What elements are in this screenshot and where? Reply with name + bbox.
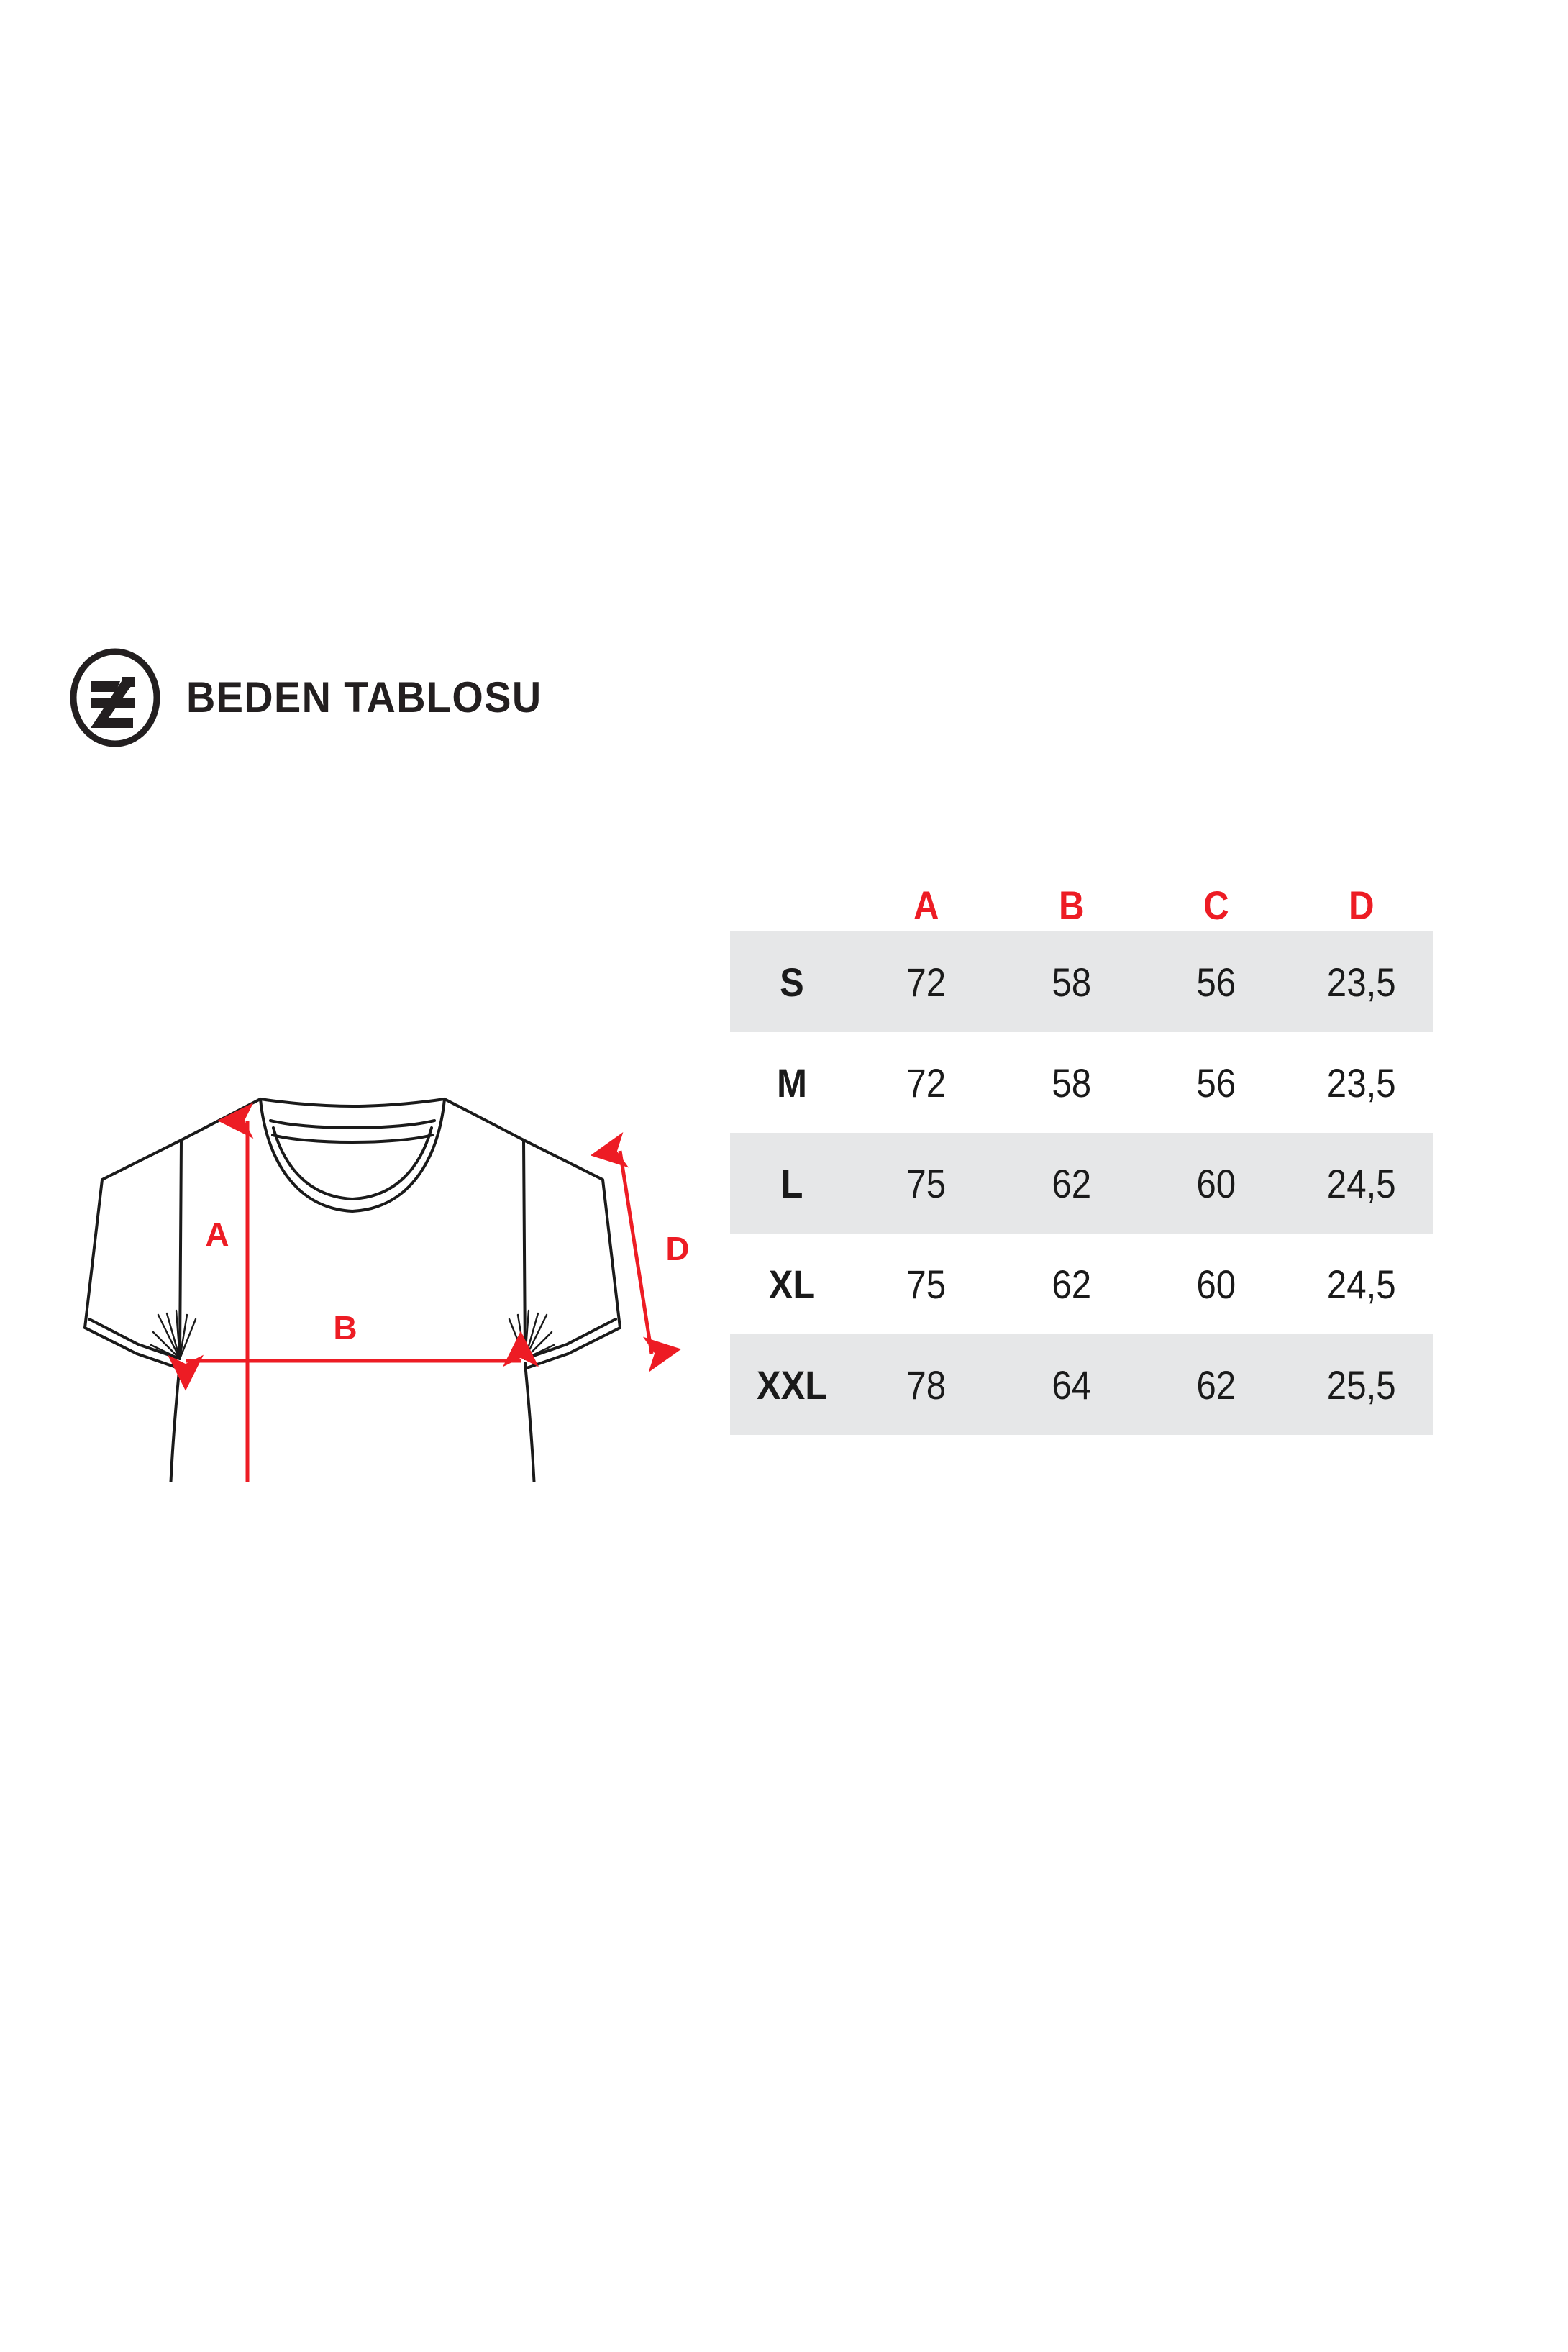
cell-size: S xyxy=(780,959,804,1005)
cell-d: 25,5 xyxy=(1326,1362,1396,1408)
measure-arrow-d xyxy=(590,1132,682,1372)
cell-c: 56 xyxy=(1196,959,1236,1005)
brand-header: BEDEN TABLOSU xyxy=(68,647,569,748)
cell-a: 72 xyxy=(906,959,947,1005)
cell-b: 58 xyxy=(1051,1059,1091,1106)
cell-d: 24,5 xyxy=(1326,1160,1396,1206)
cell-b: 58 xyxy=(1051,959,1091,1005)
measure-label-a: A xyxy=(205,1216,229,1253)
cell-size: M xyxy=(777,1059,807,1106)
table-header-cell-b: B xyxy=(1058,883,1085,928)
cell-a: 75 xyxy=(906,1261,947,1307)
size-table: A B C D S 72 58 56 23,5 M 72 58 56 23,5 … xyxy=(730,863,1433,1435)
cell-size: XXL xyxy=(756,1362,828,1408)
table-header-cell-c: C xyxy=(1203,883,1229,928)
tshirt-measurement-diagram: A B C D xyxy=(58,820,690,1482)
cell-d: 23,5 xyxy=(1326,959,1396,1005)
cell-a: 72 xyxy=(906,1059,947,1106)
cell-size: XL xyxy=(768,1261,816,1307)
table-header-row: A B C D xyxy=(730,863,1433,931)
cell-c: 56 xyxy=(1196,1059,1236,1106)
measure-label-d: D xyxy=(665,1230,689,1267)
cell-d: 24,5 xyxy=(1326,1261,1396,1307)
table-row: M 72 58 56 23,5 xyxy=(730,1032,1433,1133)
cell-b: 62 xyxy=(1051,1160,1091,1206)
cell-c: 60 xyxy=(1196,1160,1236,1206)
page-title: BEDEN TABLOSU xyxy=(186,673,542,721)
cell-a: 75 xyxy=(906,1160,947,1206)
cell-size: L xyxy=(780,1160,803,1206)
cell-b: 62 xyxy=(1051,1261,1091,1307)
measure-label-b: B xyxy=(333,1309,357,1346)
cell-c: 60 xyxy=(1196,1261,1236,1307)
z-monogram-circle-logo xyxy=(68,647,162,748)
cell-b: 64 xyxy=(1051,1362,1091,1408)
cell-d: 23,5 xyxy=(1326,1059,1396,1106)
table-header-cell-d: D xyxy=(1348,883,1375,928)
cell-c: 62 xyxy=(1196,1362,1236,1408)
table-row: XL 75 62 60 24,5 xyxy=(730,1234,1433,1334)
table-row: S 72 58 56 23,5 xyxy=(730,931,1433,1032)
table-row: XXL 78 64 62 25,5 xyxy=(730,1334,1433,1435)
table-header-cell-a: A xyxy=(913,883,939,928)
cell-a: 78 xyxy=(906,1362,947,1408)
table-row: L 75 62 60 24,5 xyxy=(730,1133,1433,1234)
